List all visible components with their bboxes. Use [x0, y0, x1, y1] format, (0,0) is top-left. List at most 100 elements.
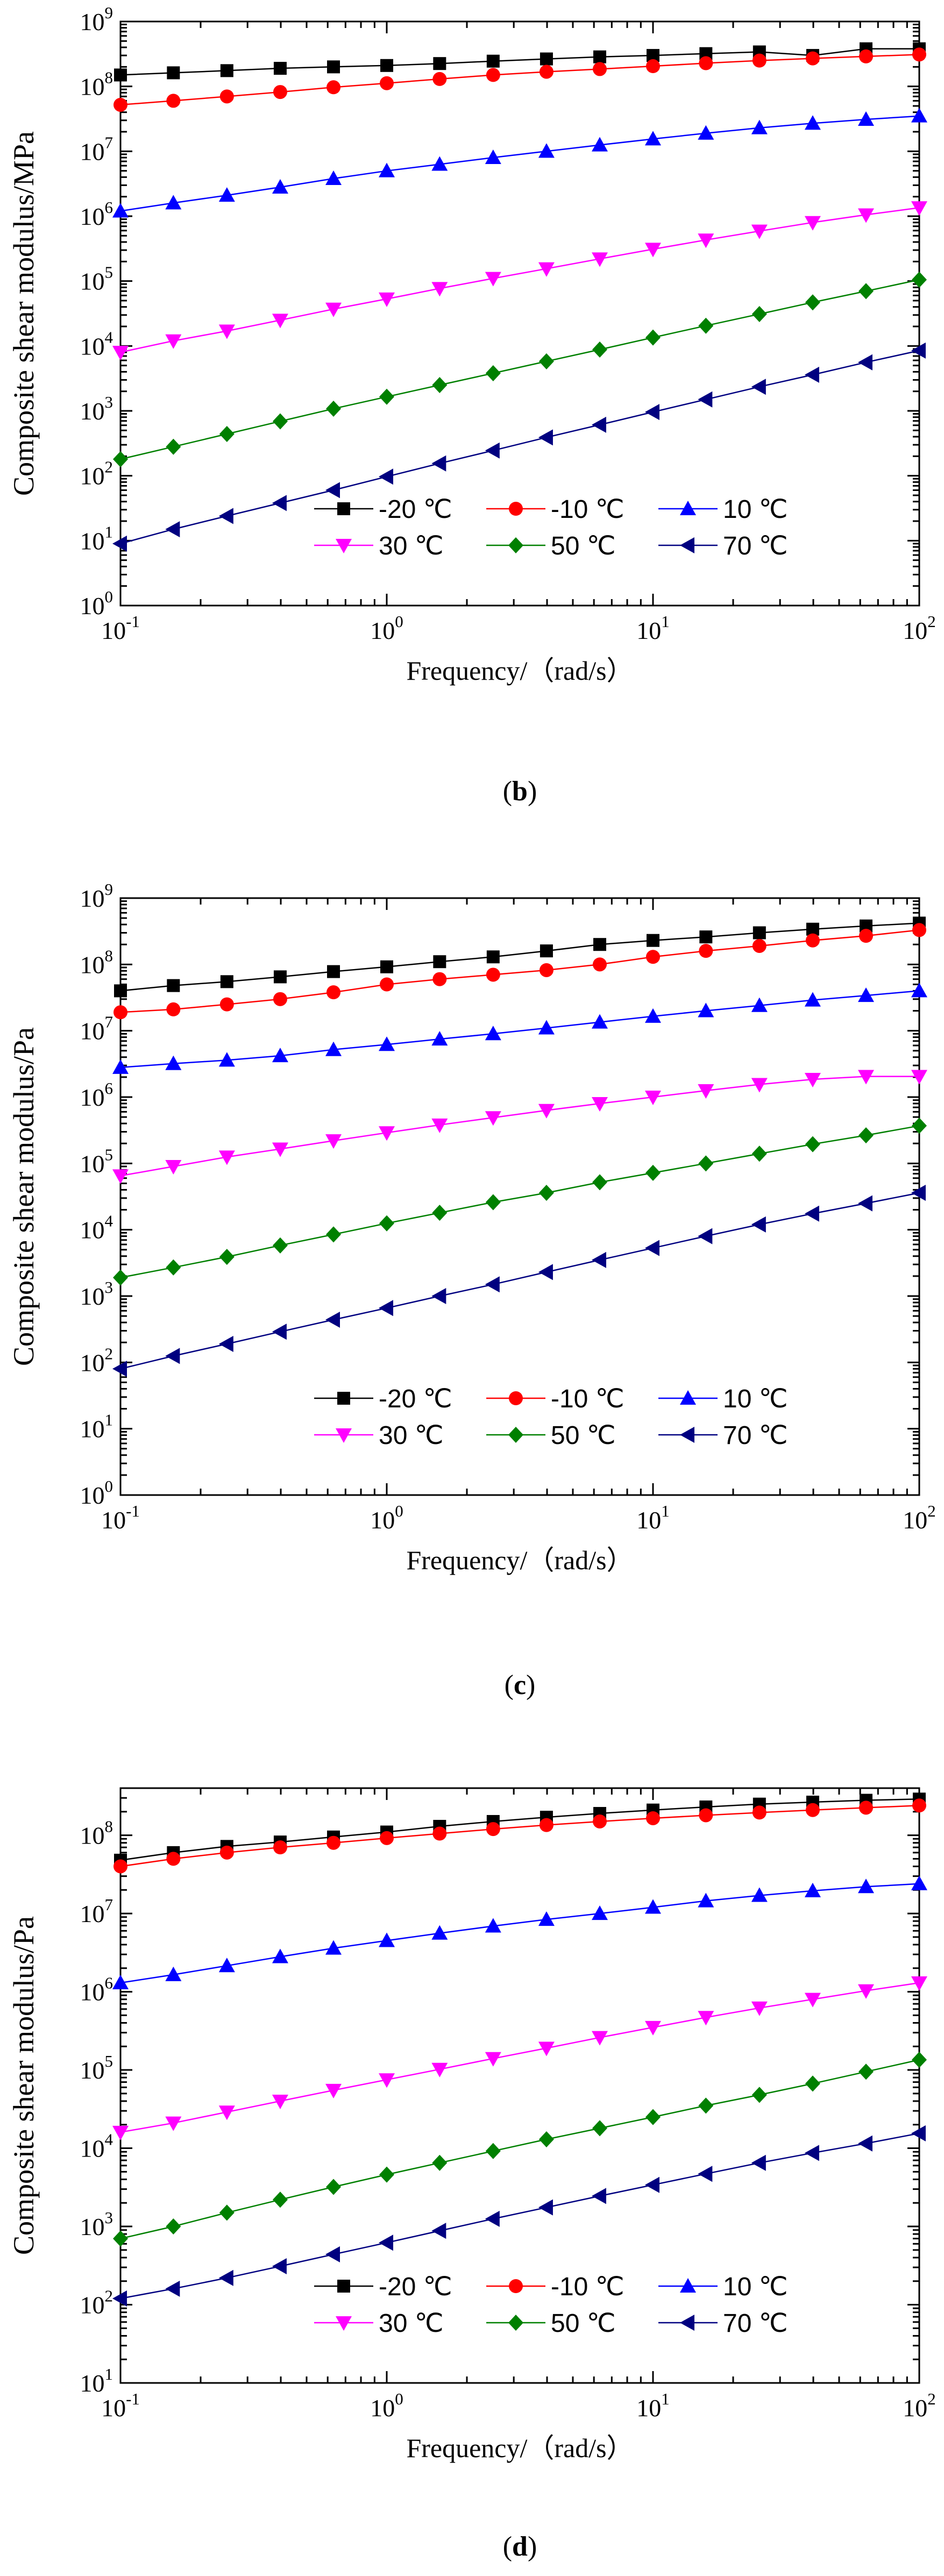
data-point: [698, 1002, 714, 1017]
data-point: [592, 416, 607, 433]
data-point: [165, 1055, 182, 1070]
y-tick-label: 106: [80, 1079, 113, 1111]
series-line: [120, 207, 920, 353]
data-point: [327, 985, 341, 1000]
data-point: [272, 2258, 287, 2275]
data-point: [325, 2083, 342, 2098]
data-point: [166, 94, 181, 108]
data-point: [859, 1801, 874, 1815]
data-point: [273, 85, 287, 99]
series-line: [120, 350, 920, 545]
legend-marker: [508, 2315, 523, 2331]
y-tick-label: 100: [80, 1477, 113, 1509]
y-tick-label: 107: [80, 1013, 113, 1045]
data-point: [379, 1036, 395, 1051]
data-point: [911, 1070, 927, 1085]
data-point: [432, 72, 447, 86]
series-line: [120, 922, 920, 992]
data-point: [804, 366, 819, 383]
data-point: [219, 997, 234, 1012]
data-point: [751, 1216, 766, 1233]
data-point: [592, 1097, 608, 1112]
plot-frame: [119, 1787, 920, 2384]
data-point: [859, 929, 874, 943]
data-point: [911, 983, 927, 998]
series-1: [113, 1798, 926, 1874]
data-point: [327, 965, 340, 978]
data-point: [804, 1205, 819, 1222]
data-point: [752, 1805, 766, 1820]
data-point: [859, 49, 874, 63]
series-line: [120, 1798, 920, 1861]
data-point: [165, 2280, 180, 2297]
series-line: [120, 2059, 920, 2239]
data-point: [325, 2246, 340, 2262]
legend-label: 10 ℃: [723, 1385, 788, 1413]
legend-marker: [680, 537, 694, 553]
data-point: [380, 59, 393, 72]
data-point: [431, 156, 448, 171]
x-tick-label: 10-1: [101, 612, 140, 644]
data-point: [593, 957, 607, 972]
panel-caption: (c): [505, 1670, 536, 1700]
x-tick-label: 10-1: [101, 1502, 140, 1534]
data-point: [645, 2109, 661, 2125]
data-point: [272, 1948, 288, 1963]
legend-label: 30 ℃: [379, 532, 444, 560]
data-point: [165, 1966, 182, 1981]
data-point: [167, 66, 180, 80]
data-point: [805, 933, 820, 948]
data-point: [912, 272, 927, 288]
data-point: [804, 115, 821, 130]
data-point: [485, 2143, 501, 2159]
data-point: [114, 68, 127, 82]
x-tick-label: 101: [636, 2389, 670, 2422]
x-tick-label: 100: [370, 612, 403, 644]
data-point: [113, 451, 128, 467]
series-5: [112, 342, 926, 552]
legend-marker: [508, 537, 523, 553]
legend-marker: [337, 1392, 350, 1405]
data-point: [485, 1194, 501, 1211]
data-point: [167, 979, 180, 992]
y-tick-label: 101: [80, 2365, 113, 2397]
data-point: [645, 2176, 659, 2193]
data-point: [804, 1993, 821, 2008]
data-point: [166, 438, 181, 455]
data-point: [645, 329, 661, 346]
data-point: [113, 97, 127, 112]
data-point: [645, 1091, 661, 1105]
data-point: [858, 354, 873, 371]
data-point: [804, 1882, 821, 1897]
data-point: [540, 52, 553, 66]
y-tick-label: 102: [80, 2287, 113, 2319]
plot-frame: [119, 20, 920, 607]
data-point: [379, 2166, 394, 2183]
series-line: [120, 279, 920, 460]
data-point: [220, 64, 233, 77]
data-point: [538, 429, 553, 446]
x-axis-title: Frequency/（rad/s）: [406, 1545, 633, 1575]
data-point: [325, 302, 342, 317]
data-point: [752, 53, 766, 68]
legend-label: 50 ℃: [551, 2309, 616, 2338]
legend-marker: [337, 2280, 350, 2293]
legend-marker: [509, 1391, 523, 1405]
data-point: [912, 1798, 926, 1813]
data-point: [113, 1859, 127, 1874]
data-point: [166, 2218, 181, 2235]
data-point: [538, 2041, 555, 2056]
data-point: [486, 967, 500, 982]
legend-marker: [680, 1390, 696, 1405]
data-point: [485, 1026, 501, 1041]
legend-label: 50 ℃: [551, 1421, 616, 1450]
series-4: [113, 1118, 927, 1286]
data-point: [485, 150, 501, 165]
data-point: [325, 1940, 342, 1955]
data-point: [432, 1826, 447, 1841]
data-point: [327, 60, 340, 74]
y-tick-label: 106: [80, 1974, 113, 2006]
data-point: [698, 391, 713, 408]
data-point: [325, 482, 340, 499]
